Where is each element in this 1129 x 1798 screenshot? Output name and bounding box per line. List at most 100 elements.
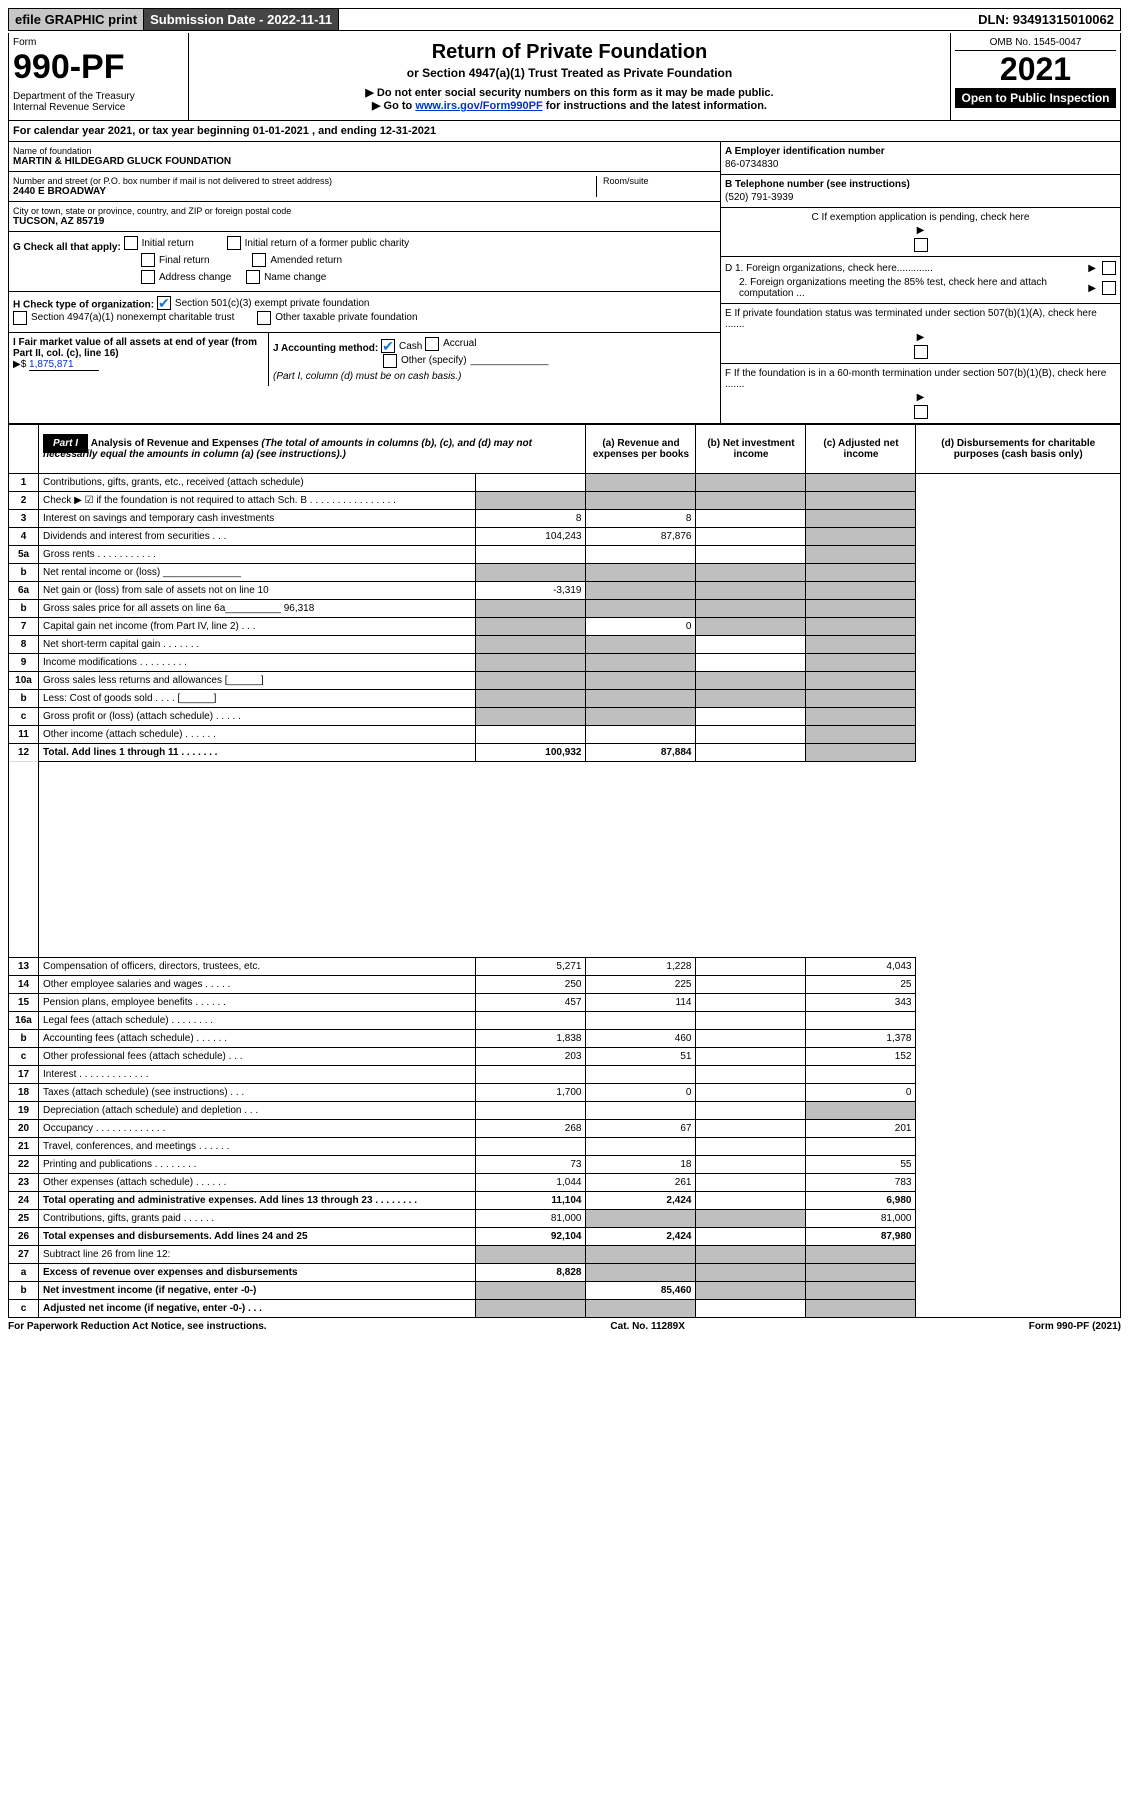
- calendar-year-line: For calendar year 2021, or tax year begi…: [8, 121, 1121, 142]
- shaded-cell: [806, 671, 916, 689]
- foundation-city: TUCSON, AZ 85719: [13, 216, 716, 227]
- amount-cell: [696, 993, 806, 1011]
- row-number: 16a: [9, 1011, 39, 1029]
- form-subtitle: or Section 4947(a)(1) Trust Treated as P…: [197, 66, 942, 80]
- amount-cell: 201: [806, 1119, 916, 1137]
- amount-cell: [476, 725, 586, 743]
- amount-cell: 783: [806, 1173, 916, 1191]
- table-row: 9Income modifications . . . . . . . . .: [9, 653, 1121, 671]
- ein-label: A Employer identification number: [725, 146, 1116, 157]
- checkbox-cash[interactable]: [381, 339, 395, 353]
- row-description: Interest on savings and temporary cash i…: [39, 509, 476, 527]
- row-number: 12: [9, 743, 39, 761]
- amount-cell: 8: [476, 509, 586, 527]
- table-row: 15Pension plans, employee benefits . . .…: [9, 993, 1121, 1011]
- shaded-cell: [476, 617, 586, 635]
- shaded-cell: [806, 1245, 916, 1263]
- shaded-cell: [476, 671, 586, 689]
- table-row: 11Other income (attach schedule) . . . .…: [9, 725, 1121, 743]
- amount-cell: 1,700: [476, 1083, 586, 1101]
- checkbox-final-return[interactable]: [141, 253, 155, 267]
- expenses-side-label: Operating and Administrative Expenses: [9, 761, 39, 957]
- shaded-cell: [586, 671, 696, 689]
- checkbox-other-taxable[interactable]: [257, 311, 271, 325]
- table-row: 7Capital gain net income (from Part IV, …: [9, 617, 1121, 635]
- checkbox-60-month[interactable]: [914, 405, 928, 419]
- checkbox-amended-return[interactable]: [252, 253, 266, 267]
- amount-cell: [696, 743, 806, 761]
- row-description: Printing and publications . . . . . . . …: [39, 1155, 476, 1173]
- top-bar: efile GRAPHIC print Submission Date - 20…: [8, 8, 1121, 31]
- row-description: Interest . . . . . . . . . . . . .: [39, 1065, 476, 1083]
- shaded-cell: [806, 1299, 916, 1317]
- amount-cell: [586, 1137, 696, 1155]
- tax-year: 2021: [955, 51, 1116, 88]
- cash-basis-note: (Part I, column (d) must be on cash basi…: [273, 371, 461, 382]
- checkbox-name-change[interactable]: [246, 270, 260, 284]
- irs-link[interactable]: www.irs.gov/Form990PF: [415, 100, 542, 112]
- amount-cell: 457: [476, 993, 586, 1011]
- shaded-cell: [806, 491, 916, 509]
- efile-print-button[interactable]: efile GRAPHIC print: [9, 9, 144, 30]
- amount-cell: [696, 1137, 806, 1155]
- row-description: Less: Cost of goods sold . . . . [______…: [39, 689, 476, 707]
- row-description: Gross rents . . . . . . . . . . .: [39, 545, 476, 563]
- section-h: H Check type of organization: Section 50…: [9, 292, 720, 333]
- shaded-cell: [806, 527, 916, 545]
- row-description: Depreciation (attach schedule) and deple…: [39, 1101, 476, 1119]
- col-d-header: (d) Disbursements for charitable purpose…: [916, 425, 1121, 474]
- fmv-label: I Fair market value of all assets at end…: [13, 337, 257, 359]
- amount-cell: [476, 1137, 586, 1155]
- checkbox-foreign-85[interactable]: [1102, 281, 1116, 295]
- omb-number: OMB No. 1545-0047: [955, 37, 1116, 51]
- checkbox-address-change[interactable]: [141, 270, 155, 284]
- amount-cell: 8,828: [476, 1263, 586, 1281]
- footer-mid: Cat. No. 11289X: [610, 1321, 684, 1332]
- fmv-value: 1,875,871: [29, 359, 99, 371]
- table-row: 24Total operating and administrative exp…: [9, 1191, 1121, 1209]
- row-number: 22: [9, 1155, 39, 1173]
- shaded-cell: [806, 725, 916, 743]
- amount-cell: 203: [476, 1047, 586, 1065]
- form-title: Return of Private Foundation: [197, 41, 942, 64]
- table-row: aExcess of revenue over expenses and dis…: [9, 1263, 1121, 1281]
- row-number: b: [9, 689, 39, 707]
- table-row: cGross profit or (loss) (attach schedule…: [9, 707, 1121, 725]
- room-label: Room/suite: [603, 176, 716, 186]
- amount-cell: [476, 1011, 586, 1029]
- amount-cell: 87,980: [806, 1227, 916, 1245]
- row-description: Compensation of officers, directors, tru…: [39, 957, 476, 975]
- checkbox-501c3[interactable]: [157, 296, 171, 310]
- amount-cell: 100,932: [476, 743, 586, 761]
- row-number: 9: [9, 653, 39, 671]
- checkbox-initial-return[interactable]: [124, 236, 138, 250]
- shaded-cell: [696, 491, 806, 509]
- shaded-cell: [476, 653, 586, 671]
- amount-cell: 87,876: [586, 527, 696, 545]
- checkbox-status-terminated[interactable]: [914, 345, 928, 359]
- shaded-cell: [476, 1245, 586, 1263]
- shaded-cell: [806, 743, 916, 761]
- checkbox-initial-public[interactable]: [227, 236, 241, 250]
- shaded-cell: [476, 599, 586, 617]
- amount-cell: 0: [586, 617, 696, 635]
- row-number: b: [9, 1029, 39, 1047]
- amount-cell: 18: [586, 1155, 696, 1173]
- amount-cell: [476, 545, 586, 563]
- row-number: 3: [9, 509, 39, 527]
- table-row: 17Interest . . . . . . . . . . . . .: [9, 1065, 1121, 1083]
- shaded-cell: [476, 635, 586, 653]
- amount-cell: 225: [586, 975, 696, 993]
- checkbox-4947a1[interactable]: [13, 311, 27, 325]
- row-number: b: [9, 563, 39, 581]
- checkbox-other-method[interactable]: [383, 354, 397, 368]
- shaded-cell: [696, 689, 806, 707]
- row-description: Capital gain net income (from Part IV, l…: [39, 617, 476, 635]
- checkbox-exemption-pending[interactable]: [914, 238, 928, 252]
- row-number: 13: [9, 957, 39, 975]
- checkbox-accrual[interactable]: [425, 337, 439, 351]
- row-description: Contributions, gifts, grants, etc., rece…: [39, 473, 476, 491]
- checkbox-foreign-org[interactable]: [1102, 261, 1116, 275]
- telephone-value: (520) 791-3939: [725, 192, 1116, 203]
- row-number: 23: [9, 1173, 39, 1191]
